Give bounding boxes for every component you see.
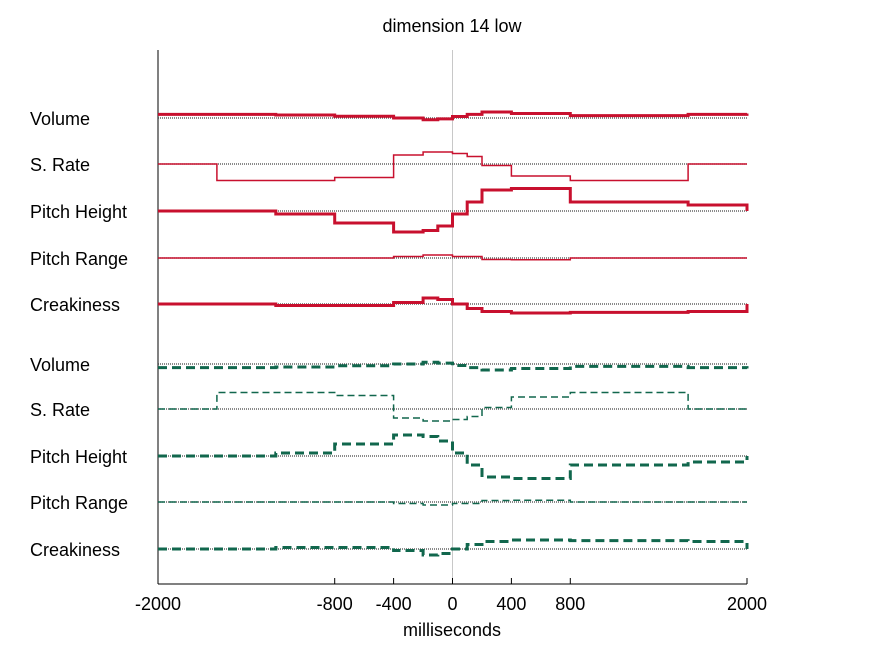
x-tick-label: 800 — [555, 594, 585, 614]
track-label: Volume — [30, 355, 90, 375]
track-label: Pitch Range — [30, 249, 128, 269]
x-tick-label: 2000 — [727, 594, 767, 614]
series-line — [158, 433, 749, 480]
x-tick-label: 400 — [496, 594, 526, 614]
chart-title: dimension 14 low — [382, 16, 522, 36]
plot-area: -2000 -800 -400 0 400 800 2000 Volume S. Rate Pit… — [30, 50, 767, 614]
track-label: S. Rate — [30, 155, 90, 175]
series-line — [158, 538, 749, 557]
x-axis-label: milliseconds — [403, 620, 501, 640]
series-line — [158, 254, 747, 261]
series-line — [158, 110, 749, 122]
x-tick-label: -800 — [317, 594, 353, 614]
track-label: Pitch Range — [30, 493, 128, 513]
x-tick-label: -400 — [376, 594, 412, 614]
track-label: Volume — [30, 109, 90, 129]
series-line — [158, 151, 747, 182]
series-line — [158, 499, 747, 506]
x-tick-label: 0 — [447, 594, 457, 614]
track-label: S. Rate — [30, 400, 90, 420]
track-label: Pitch Height — [30, 202, 127, 222]
track-label: Creakiness — [30, 295, 120, 315]
series-line — [158, 296, 749, 315]
x-tick-label: -2000 — [135, 594, 181, 614]
series-line — [158, 391, 747, 422]
track-label: Creakiness — [30, 540, 120, 560]
track-label: Pitch Height — [30, 447, 127, 467]
series-line — [158, 187, 749, 234]
